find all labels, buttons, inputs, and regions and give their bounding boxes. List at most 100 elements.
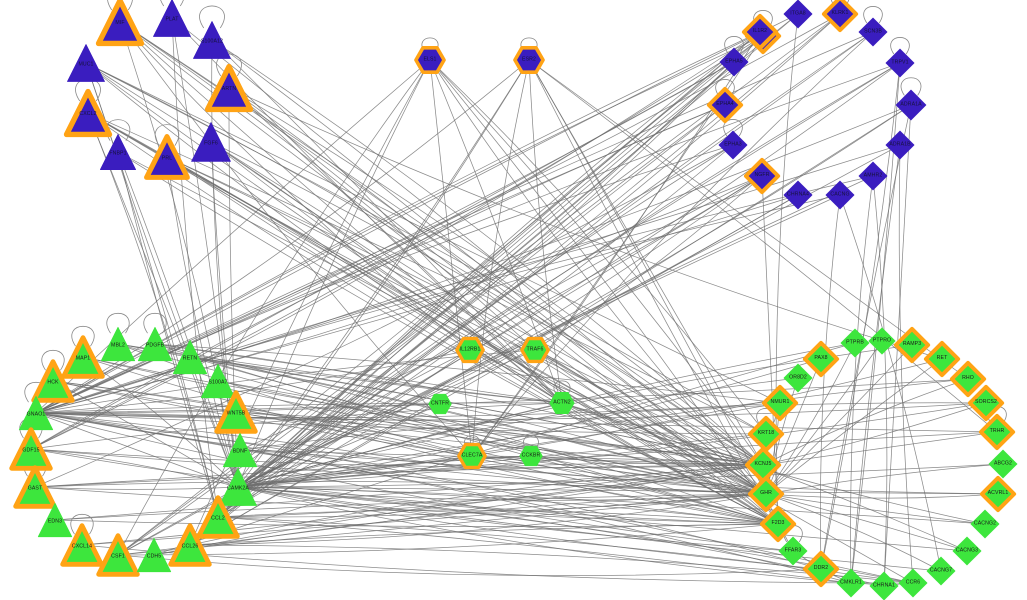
graph-edge bbox=[765, 493, 942, 572]
graph-node-wnt5b[interactable]: WNT5B bbox=[214, 390, 258, 434]
self-loop-edge bbox=[523, 435, 539, 450]
graph-node-els1[interactable]: ELS1 bbox=[414, 44, 446, 76]
graph-node-chrna4[interactable]: CHRNA4 bbox=[782, 179, 814, 211]
self-loop-edge bbox=[900, 77, 922, 96]
graph-edge bbox=[765, 463, 1004, 495]
graph-node-ccl26[interactable]: CCL26 bbox=[168, 523, 212, 567]
graph-edge bbox=[775, 13, 799, 525]
graph-edge bbox=[439, 403, 767, 495]
graph-edge bbox=[117, 151, 239, 488]
graph-node-cckbr[interactable]: CCKBR bbox=[518, 443, 544, 469]
graph-edge bbox=[237, 349, 536, 488]
graph-edge bbox=[117, 151, 219, 518]
graph-node-cxcl2[interactable]: CXCL2 bbox=[63, 88, 113, 138]
graph-edge bbox=[189, 356, 764, 466]
graph-edge bbox=[154, 343, 563, 404]
graph-node-bdnf[interactable]: BDNF bbox=[221, 431, 259, 469]
graph-edge bbox=[469, 349, 764, 466]
graph-edge bbox=[534, 349, 779, 525]
graph-edge bbox=[469, 349, 767, 495]
graph-node-adra1a[interactable]: ADRA1A bbox=[894, 88, 928, 122]
graph-node-epha3[interactable]: EPHA3 bbox=[717, 129, 749, 161]
graph-node-itga8[interactable]: ITGA8 bbox=[782, 0, 814, 30]
graph-node-epha5[interactable]: EPHA5 bbox=[718, 46, 750, 78]
graph-edge bbox=[34, 481, 767, 495]
graph-node-prl[interactable]: PRL bbox=[144, 134, 190, 180]
graph-edge bbox=[35, 412, 852, 584]
graph-edge bbox=[35, 402, 563, 414]
graph-edge bbox=[87, 112, 767, 435]
graph-node-muc1[interactable]: MUC1 bbox=[65, 42, 107, 84]
graph-edge bbox=[82, 356, 779, 525]
graph-node-traf6[interactable]: TRAF6 bbox=[520, 335, 550, 365]
graph-edge bbox=[237, 342, 856, 488]
graph-node-chrna1[interactable]: CHRNA1 bbox=[868, 570, 900, 600]
graph-edge bbox=[765, 493, 986, 525]
graph-node-ccr6[interactable]: CCR6 bbox=[897, 567, 929, 599]
graph-node-artn[interactable]: ARTN bbox=[204, 63, 254, 113]
graph-node-clec7a[interactable]: CLEC7A bbox=[457, 441, 487, 471]
graph-edge bbox=[35, 35, 764, 414]
graph-node-il1r2[interactable]: IL1R2 bbox=[741, 13, 779, 51]
graph-edge bbox=[530, 455, 767, 495]
graph-node-fnbp1[interactable]: FNBP1 bbox=[98, 132, 138, 172]
graph-edge bbox=[237, 175, 874, 488]
graph-edge bbox=[228, 87, 943, 360]
graph-edge bbox=[820, 104, 912, 570]
graph-node-amhr2[interactable]: AMHR2 bbox=[857, 160, 889, 192]
graph-edge bbox=[762, 402, 987, 466]
graph-node-mif[interactable]: MIF bbox=[95, 0, 145, 47]
graph-edge bbox=[237, 349, 471, 488]
graph-node-s100a12[interactable]: S100A12 bbox=[191, 19, 233, 61]
graph-node-klrk1[interactable]: KLRK1 bbox=[821, 0, 859, 33]
graph-node-cacng[interactable]: CACNG bbox=[824, 179, 856, 211]
graph-edge bbox=[237, 486, 942, 572]
graph-edge bbox=[54, 493, 767, 521]
graph-edge bbox=[85, 62, 767, 435]
graph-node-scn3b[interactable]: SCN3B bbox=[857, 16, 889, 48]
graph-edge bbox=[765, 344, 913, 495]
graph-node-ptpro[interactable]: PTPRO bbox=[867, 326, 897, 356]
graph-node-cdh5[interactable]: CDH5 bbox=[135, 536, 173, 574]
graph-node-csf1[interactable]: CSF1 bbox=[96, 533, 140, 577]
graph-node-ngfr[interactable]: NGFR bbox=[743, 157, 781, 195]
graph-edge bbox=[765, 358, 822, 495]
graph-edge bbox=[81, 493, 767, 546]
graph-edge bbox=[237, 486, 968, 552]
graph-node-epha4[interactable]: EPHA4 bbox=[706, 86, 744, 124]
graph-node-ddr2[interactable]: DDR2 bbox=[802, 550, 840, 588]
graph-edge bbox=[237, 13, 841, 488]
graph-edge bbox=[117, 523, 779, 556]
graph-node-acvrl1[interactable]: ACVRL1 bbox=[979, 475, 1017, 513]
graph-edge bbox=[171, 17, 219, 518]
graph-edge bbox=[34, 464, 764, 488]
graph-edge bbox=[35, 412, 239, 488]
graph-node-pdgfb[interactable]: PDGFB bbox=[136, 325, 174, 363]
graph-edge bbox=[237, 31, 761, 488]
graph-edge bbox=[765, 340, 883, 495]
graph-node-fgf6[interactable]: FGF6 bbox=[189, 120, 233, 164]
graph-edge bbox=[35, 378, 969, 414]
graph-edge bbox=[117, 13, 841, 556]
graph-edge bbox=[237, 104, 726, 488]
graph-node-il12rb1[interactable]: IL12RB1 bbox=[455, 335, 485, 365]
graph-node-trhr[interactable]: TRHR bbox=[978, 413, 1016, 451]
graph-node-adra1b[interactable]: ADRA1B bbox=[884, 129, 916, 161]
self-loop-edge bbox=[756, 408, 776, 426]
graph-node-trpv1[interactable]: TRPV1 bbox=[884, 47, 916, 79]
graph-edge bbox=[82, 356, 764, 466]
graph-node-plat[interactable]: PLAT bbox=[151, 0, 193, 39]
graph-node-actn2[interactable]: ACTN2 bbox=[548, 389, 576, 417]
graph-edge bbox=[850, 175, 874, 584]
graph-node-cntfr[interactable]: CNTFR bbox=[427, 391, 453, 417]
graph-edge bbox=[762, 431, 998, 466]
graph-edge bbox=[35, 175, 763, 414]
graph-edge bbox=[217, 493, 767, 518]
graph-edge bbox=[189, 493, 767, 546]
graph-edge bbox=[35, 175, 874, 414]
graph-edge bbox=[534, 349, 764, 466]
graph-node-cacng7[interactable]: CACNG7 bbox=[925, 555, 957, 587]
graph-edge bbox=[762, 378, 969, 466]
graph-node-esr2[interactable]: ESR2 bbox=[513, 44, 545, 76]
graph-node-cmklr1[interactable]: CMKLR1 bbox=[835, 567, 867, 599]
